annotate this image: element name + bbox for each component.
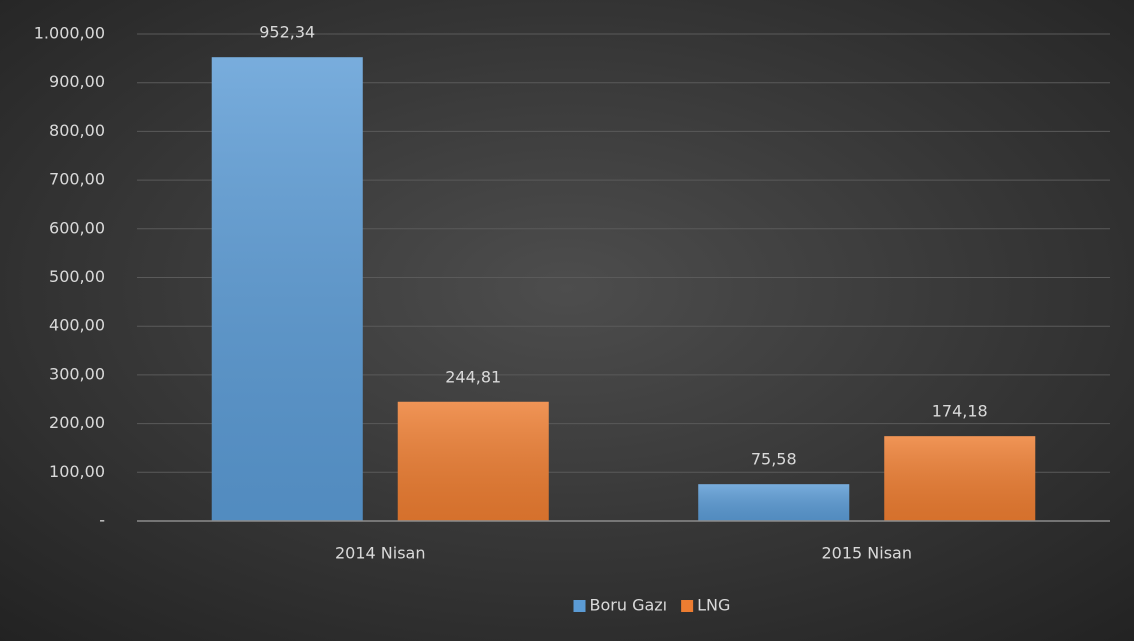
value-label: 952,34 — [259, 23, 315, 42]
legend-swatch — [681, 600, 694, 612]
bar — [698, 484, 850, 521]
y-tick-label: 700,00 — [49, 170, 105, 189]
y-tick-label: 900,00 — [49, 72, 105, 91]
y-tick-label: 800,00 — [49, 121, 105, 140]
y-tick-label: 300,00 — [49, 364, 105, 383]
legend-swatch — [573, 600, 586, 612]
value-label: 75,58 — [751, 450, 797, 469]
y-tick-label: 200,00 — [49, 413, 105, 432]
y-tick-label: 400,00 — [49, 316, 105, 335]
y-tick-label: 500,00 — [49, 267, 105, 286]
y-tick-label: - — [99, 511, 105, 530]
bar — [397, 401, 549, 521]
y-tick-label: 600,00 — [49, 218, 105, 237]
value-label: 244,81 — [445, 367, 501, 386]
x-tick-label: 2015 Nisan — [822, 544, 913, 563]
legend-label: Boru Gazı — [590, 596, 668, 615]
bar — [211, 57, 363, 521]
y-tick-label: 100,00 — [49, 462, 105, 481]
legend-label: LNG — [697, 596, 730, 615]
value-label: 174,18 — [932, 402, 988, 421]
bar — [884, 436, 1036, 521]
x-tick-label: 2014 Nisan — [335, 544, 426, 563]
y-tick-label: 1.000,00 — [34, 24, 105, 43]
